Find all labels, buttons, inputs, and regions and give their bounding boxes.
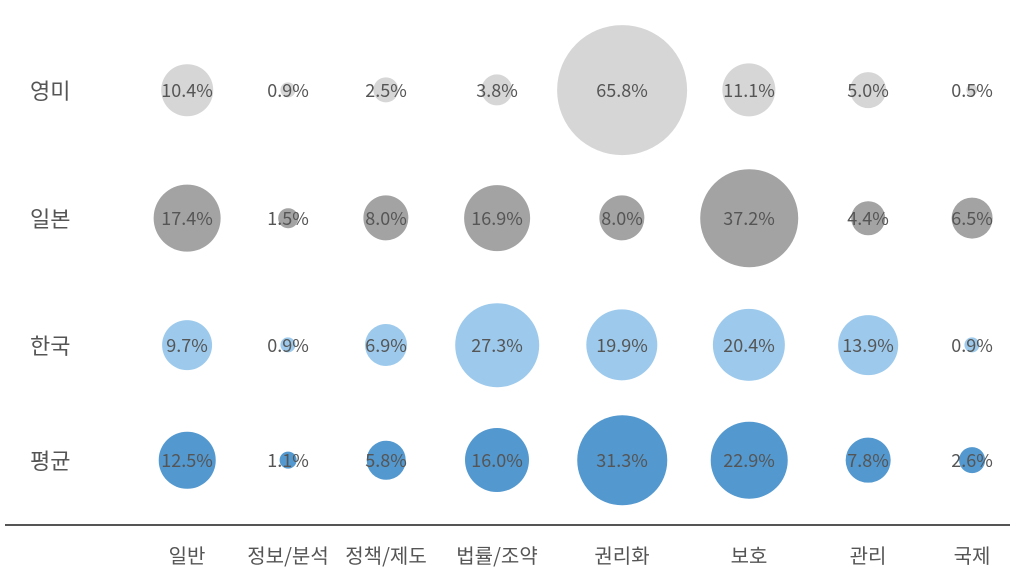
row-label: 일본	[30, 202, 70, 234]
bubble-value: 4.4%	[847, 205, 889, 231]
bubble-value: 2.6%	[951, 447, 993, 473]
bubble-value: 7.8%	[847, 447, 889, 473]
bubble-value: 19.9%	[596, 332, 648, 358]
bubble-value: 13.9%	[842, 332, 894, 358]
row-label: 평균	[30, 444, 70, 476]
bubble-value: 3.8%	[476, 77, 518, 103]
bubble-value: 37.2%	[723, 205, 775, 231]
col-label: 일반	[169, 540, 206, 569]
bubble-value: 0.9%	[267, 332, 309, 358]
bubble-value: 17.4%	[161, 205, 213, 231]
bubble-value: 8.0%	[365, 205, 407, 231]
bubble-value: 2.5%	[365, 77, 407, 103]
bubble-value: 6.5%	[951, 205, 993, 231]
col-label: 법률/조약	[456, 540, 537, 569]
bubble-value: 31.3%	[596, 447, 648, 473]
col-label: 국제	[954, 540, 991, 569]
x-axis-line	[5, 524, 1010, 526]
bubble-value: 6.9%	[365, 332, 407, 358]
col-label: 보호	[731, 540, 768, 569]
bubble-value: 65.8%	[596, 77, 648, 103]
bubble-value: 0.5%	[951, 77, 993, 103]
bubble-value: 0.9%	[951, 332, 993, 358]
bubble-value: 22.9%	[723, 447, 775, 473]
bubble-value: 1.5%	[267, 205, 309, 231]
bubble-value: 12.5%	[161, 447, 213, 473]
col-label: 정책/제도	[345, 540, 426, 569]
bubble-grid-chart: 영미 일본 한국 평균 일반 정보/분석 정책/제도 법률/조약 권리화 보호 …	[0, 0, 1024, 569]
bubble-value: 11.1%	[723, 77, 775, 103]
col-label: 권리화	[594, 540, 649, 569]
bubble-value: 5.0%	[847, 77, 889, 103]
bubble-value: 20.4%	[723, 332, 775, 358]
bubble-value: 9.7%	[166, 332, 208, 358]
col-label: 정보/분석	[247, 540, 328, 569]
bubble-value: 27.3%	[471, 332, 523, 358]
bubble-value: 16.9%	[471, 205, 523, 231]
row-label: 한국	[30, 329, 70, 361]
bubble-value: 0.9%	[267, 77, 309, 103]
col-label: 관리	[850, 540, 887, 569]
bubble-value: 8.0%	[601, 205, 643, 231]
bubble-value: 10.4%	[161, 77, 213, 103]
bubble-value: 16.0%	[471, 447, 523, 473]
row-label: 영미	[30, 74, 70, 106]
bubble-value: 1.1%	[267, 447, 309, 473]
bubble-value: 5.8%	[365, 447, 407, 473]
